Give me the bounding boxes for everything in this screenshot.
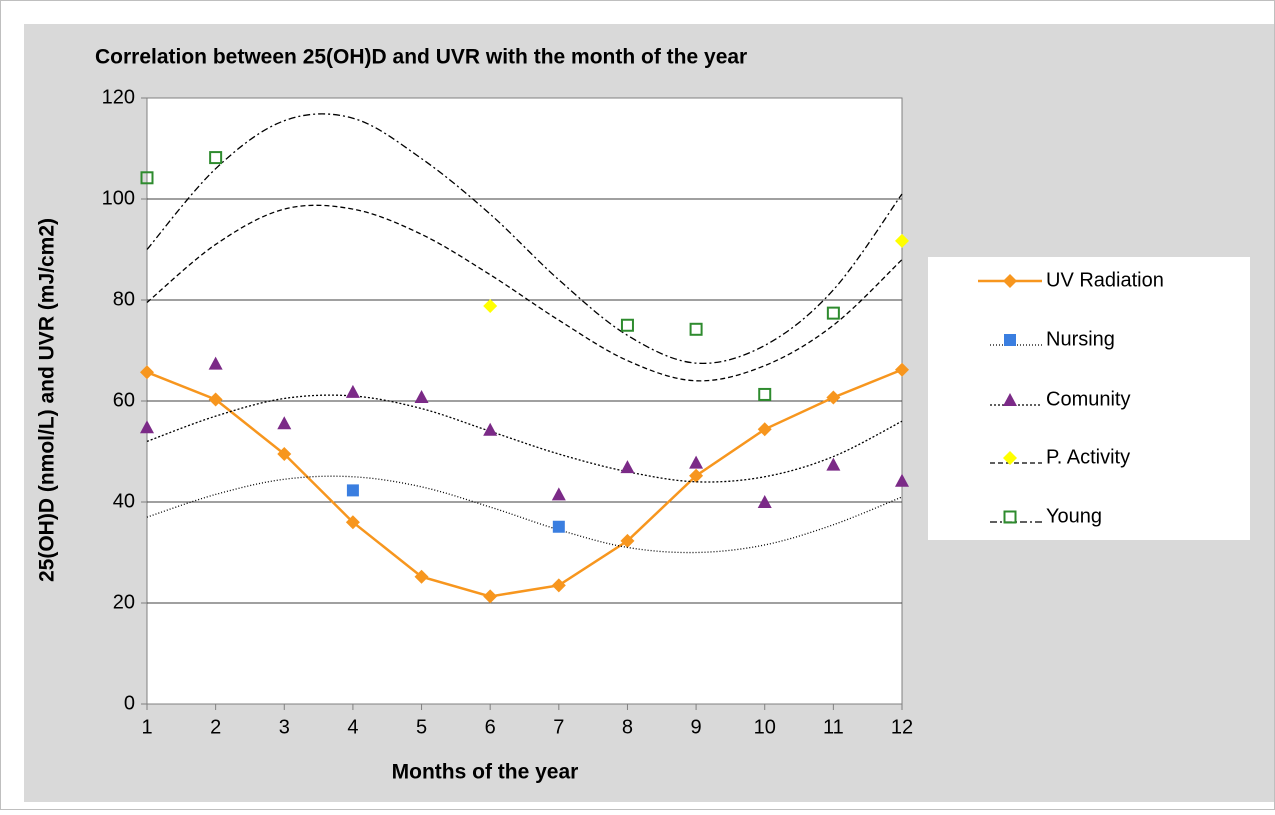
legend-label: P. Activity <box>1046 446 1130 468</box>
legend-label: UV Radiation <box>1046 269 1164 291</box>
data-point <box>483 299 498 314</box>
data-point <box>689 455 704 469</box>
data-point <box>345 384 360 398</box>
data-point <box>345 515 360 530</box>
x-tick-label: 2 <box>210 716 221 738</box>
data-point <box>895 473 909 487</box>
y-axis-title: 25(OH)D (nmol/L) and UVR (mJ/cm2) <box>36 218 59 582</box>
trend-line <box>146 113 903 365</box>
legend-marker <box>1003 274 1017 288</box>
y-tick-label: 120 <box>102 86 135 108</box>
y-tick-label: 40 <box>113 490 135 512</box>
data-point <box>209 151 223 165</box>
data-point <box>551 487 566 501</box>
data-point <box>414 569 429 584</box>
y-tick-label: 100 <box>102 187 135 209</box>
x-tick-label: 3 <box>279 716 290 738</box>
data-point <box>551 578 566 593</box>
legend-marker <box>1004 334 1016 346</box>
y-tick-label: 60 <box>113 389 135 411</box>
x-tick-label: 1 <box>141 716 152 738</box>
chart-title: Correlation between 25(OH)D and UVR with… <box>95 46 747 69</box>
data-point <box>620 318 634 332</box>
legend-marker <box>1003 510 1017 524</box>
trend-line <box>146 394 903 483</box>
x-tick-label: 8 <box>622 716 633 738</box>
series-line <box>146 368 903 598</box>
data-point <box>826 390 841 405</box>
legend-marker <box>1003 393 1017 406</box>
x-tick-label: 10 <box>754 716 776 738</box>
trend-line <box>146 204 903 382</box>
data-point <box>552 520 565 533</box>
data-point <box>140 420 154 434</box>
x-tick-label: 6 <box>485 716 496 738</box>
data-point <box>620 533 635 548</box>
x-axis-title: Months of the year <box>392 761 579 784</box>
data-point <box>483 589 498 604</box>
data-point <box>277 416 292 430</box>
data-point <box>689 468 704 483</box>
y-tick-label: 20 <box>113 591 135 613</box>
legend-label: Young <box>1046 505 1102 527</box>
data-point <box>140 171 154 185</box>
x-tick-label: 11 <box>823 716 844 738</box>
data-point <box>895 233 909 248</box>
data-point <box>758 387 772 401</box>
data-point <box>277 447 292 462</box>
x-tick-label: 4 <box>347 716 358 738</box>
x-tick-label: 5 <box>416 716 427 738</box>
data-point <box>483 422 498 436</box>
legend-marker <box>1003 451 1017 465</box>
data-point <box>414 389 429 403</box>
data-point <box>826 457 841 471</box>
legend <box>928 257 1250 540</box>
data-point <box>895 362 909 377</box>
data-point <box>208 392 223 407</box>
data-point <box>208 356 223 370</box>
data-point <box>140 365 154 380</box>
x-tick-label: 7 <box>553 716 564 738</box>
data-point <box>346 484 359 497</box>
data-point <box>689 322 703 336</box>
x-tick-label: 9 <box>691 716 702 738</box>
data-point <box>620 460 635 474</box>
x-tick-label: 12 <box>891 716 913 738</box>
data-point <box>826 306 840 320</box>
legend-label: Nursing <box>1046 328 1115 350</box>
legend-label: Comunity <box>1046 388 1130 410</box>
y-tick-label: 80 <box>113 288 135 310</box>
data-point <box>757 495 772 508</box>
data-point <box>757 422 772 437</box>
y-tick-label: 0 <box>124 692 135 714</box>
